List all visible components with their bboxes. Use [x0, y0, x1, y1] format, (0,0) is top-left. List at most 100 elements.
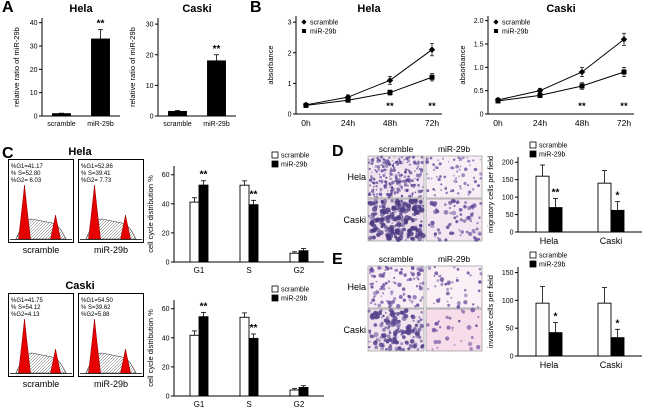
invasion-row-header-caski: Caski	[343, 325, 366, 335]
hela-mir29b-invasion-image	[425, 265, 483, 309]
svg-text:absorbance: absorbance	[266, 45, 275, 84]
svg-text:miR-29b: miR-29b	[281, 162, 308, 169]
svg-text:0: 0	[150, 114, 154, 121]
svg-text:G2: G2	[294, 266, 305, 275]
svg-text:**: **	[552, 188, 560, 199]
panel-c-label: C	[2, 145, 14, 162]
svg-text:G1: G1	[194, 400, 205, 409]
svg-text:**: **	[386, 101, 394, 112]
hela-mir29b-migration-image	[425, 155, 483, 199]
caski-mir29b-invasion-image	[425, 307, 483, 352]
svg-text:20: 20	[162, 364, 170, 371]
svg-text:2.0: 2.0	[474, 18, 484, 25]
svg-text:Hela: Hela	[540, 360, 559, 370]
flow-label-scramble: scramble	[22, 379, 60, 389]
svg-text:10: 10	[30, 90, 38, 97]
flow-label-mir29b: miR-29b	[93, 379, 128, 389]
svg-text:relative ratio of miR-29b: relative ratio of miR-29b	[12, 27, 21, 107]
svg-text:cell cycle distribution %: cell cycle distribution %	[146, 175, 155, 253]
panel-b: B 0 1 2 3 absorbance Hela 0h 24h 48h 72h scramble m…	[248, 0, 650, 142]
svg-text:0: 0	[480, 112, 484, 119]
invasion-col-header-scramble: scramble	[378, 254, 414, 264]
svg-text:%G2= 6.03: %G2= 6.03	[11, 178, 42, 184]
caski-mir29b-expression-chart: 0 10 20 30 relative ratio of miR-29b Caski scr…	[128, 3, 236, 128]
svg-text:scramble: scramble	[539, 253, 568, 260]
svg-text:20: 20	[146, 52, 154, 59]
caski-mir29b-migration-image	[425, 198, 483, 242]
svg-text:30: 30	[146, 22, 154, 29]
caski-scramble-invasion-image	[367, 308, 425, 352]
svg-text:% S=39.62: % S=39.62	[81, 305, 111, 311]
svg-text:Caski: Caski	[182, 3, 211, 15]
svg-text:miR-29b: miR-29b	[87, 121, 114, 128]
svg-text:%G2= 7.73: %G2= 7.73	[81, 178, 112, 184]
svg-text:60: 60	[162, 172, 170, 179]
svg-text:24h: 24h	[533, 118, 547, 128]
panel-e-label: E	[332, 251, 343, 268]
svg-text:%G1=41.75: %G1=41.75	[11, 298, 44, 304]
panel-b-label: B	[250, 0, 262, 16]
migration-row-header-hela: Hela	[347, 172, 366, 182]
svg-text:% S=39.41: % S=39.41	[81, 171, 111, 177]
panel-c-caski-row: Caski %G1=41.75% S=54.12 %G2=4.13 %G1=54.…	[0, 280, 332, 414]
svg-text:Caski: Caski	[546, 3, 575, 15]
flow-label-mir29b: miR-29b	[93, 245, 128, 255]
hela-mir29b-expression-chart: 0 10 20 30 40 relative ratio of miR-29b Hela sc…	[12, 3, 120, 128]
svg-text:0: 0	[510, 354, 514, 361]
svg-text:100: 100	[502, 298, 514, 305]
svg-text:2: 2	[288, 50, 292, 57]
svg-text:Hela: Hela	[357, 3, 381, 15]
invasion-row-header-hela: Hela	[347, 282, 366, 292]
svg-text:scramble: scramble	[281, 287, 310, 294]
svg-text:Hela: Hela	[540, 236, 559, 246]
hela-scramble-invasion-image	[367, 265, 425, 309]
svg-text:%G1=54.50: %G1=54.50	[81, 298, 114, 304]
caski-scramble-migration-image	[367, 198, 426, 243]
svg-text:miR-29b: miR-29b	[539, 152, 566, 159]
svg-text:0h: 0h	[301, 118, 311, 128]
svg-text:50: 50	[506, 326, 514, 333]
svg-text:24h: 24h	[341, 118, 355, 128]
svg-text:150: 150	[502, 177, 514, 184]
svg-text:0.5: 0.5	[474, 88, 484, 95]
caski-cellcycle-bar-chart: 0 20 40 60 cell cycle distribution % G1 ** S ** G…	[146, 285, 324, 409]
panel-e: E scramble miR-29b Hela Caski 0 50 100 150 i…	[332, 252, 650, 382]
svg-text:1.0: 1.0	[474, 65, 484, 72]
svg-text:miR-29b: miR-29b	[539, 262, 566, 269]
svg-text:1.5: 1.5	[474, 42, 484, 49]
hela-scramble-flow-histogram: %G1=41.17% S=52.80%G2= 6.03	[8, 159, 74, 243]
svg-text:**: **	[97, 19, 105, 30]
svg-text:40: 40	[162, 335, 170, 342]
svg-text:relative ratio of miR-29b: relative ratio of miR-29b	[128, 27, 137, 107]
svg-text:100: 100	[502, 195, 514, 202]
svg-text:0: 0	[166, 260, 170, 267]
svg-text:S: S	[246, 266, 251, 275]
svg-text:**: **	[578, 101, 586, 112]
svg-text:150: 150	[502, 270, 514, 277]
svg-text:72h: 72h	[425, 118, 439, 128]
svg-text:miR-29b: miR-29b	[281, 296, 308, 303]
svg-text:**: **	[250, 189, 258, 200]
svg-text:scramble: scramble	[310, 20, 339, 27]
svg-text:%G1=52.86: %G1=52.86	[81, 164, 114, 170]
svg-text:**: **	[428, 101, 436, 112]
svg-text:miR-29b: miR-29b	[203, 121, 230, 128]
svg-text:absorbance: absorbance	[458, 45, 467, 84]
svg-text:miR-29b: miR-29b	[502, 29, 529, 36]
svg-text:cell cycle distribution %: cell cycle distribution %	[146, 309, 155, 387]
migration-row-header-caski: Caski	[343, 215, 366, 225]
hela-mir29b-flow-histogram: %G1=52.86% S=39.41%G2= 7.73	[78, 159, 144, 243]
panel-a: A 0 10 20 30 40 relative ratio of miR-29b Hela…	[0, 0, 248, 142]
svg-text:scramble: scramble	[539, 143, 568, 150]
invasion-col-header-mir29b: miR-29b	[437, 254, 471, 264]
svg-text:48h: 48h	[383, 118, 397, 128]
svg-text:**: **	[200, 170, 208, 181]
svg-text:48h: 48h	[575, 118, 589, 128]
panel-a-label: A	[2, 0, 14, 16]
svg-text:*: *	[554, 312, 558, 323]
svg-text:50: 50	[506, 212, 514, 219]
caski-growth-curve-chart: 0 0.5 1.0 1.5 2.0 absorbance Caski 0h 24h 48h 72h s…	[458, 3, 634, 128]
hela-growth-curve-chart: 0 1 2 3 absorbance Hela 0h 24h 48h 72h scramble miR…	[266, 3, 442, 128]
cellcycle-hela-title: Hela	[68, 146, 92, 158]
